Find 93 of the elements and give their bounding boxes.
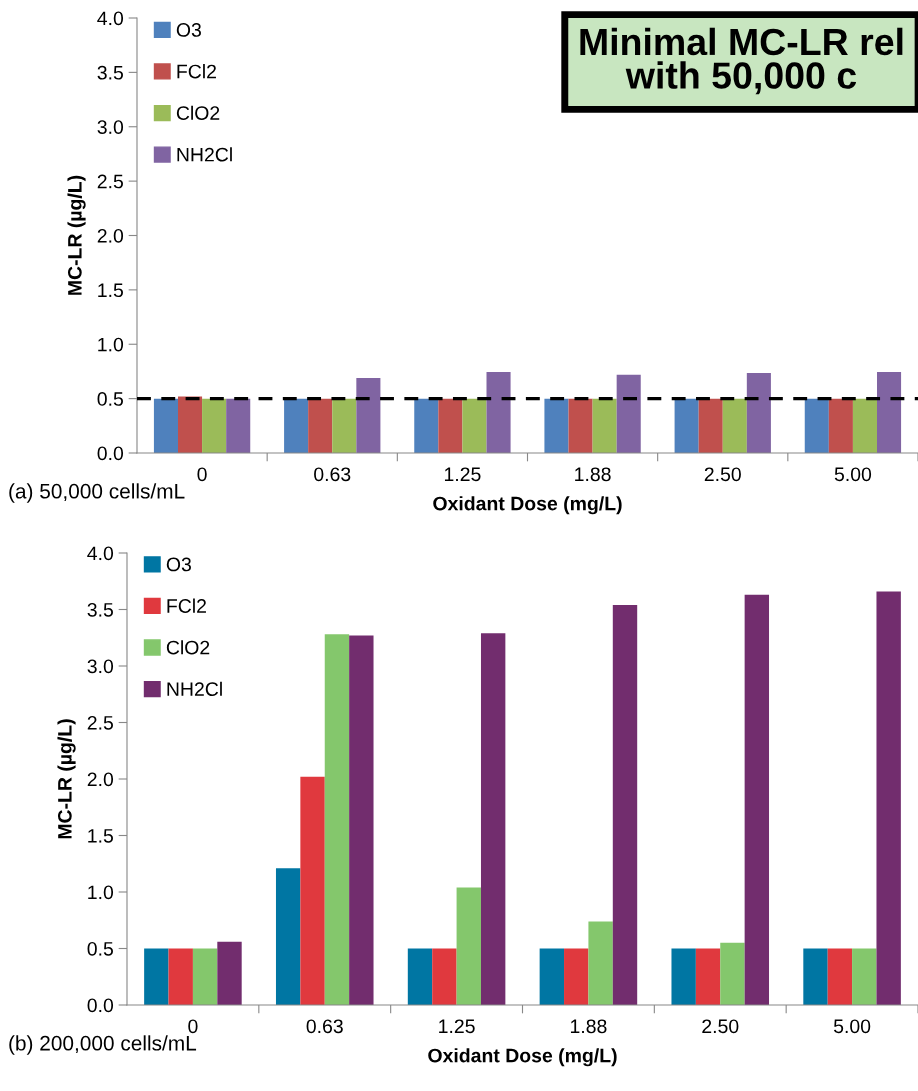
y-tick-label: 0.0 bbox=[97, 446, 124, 461]
y-tick-label: 3.0 bbox=[97, 120, 124, 134]
y-tick-label: 4.0 bbox=[97, 11, 124, 26]
bar bbox=[414, 398, 439, 453]
x-axis-title: Oxidant Dose (mg/L) bbox=[433, 496, 622, 515]
bar bbox=[308, 398, 333, 453]
y-tick-label: 1.0 bbox=[98, 337, 124, 352]
bar bbox=[192, 948, 218, 1005]
x-tick-label: 1.88 bbox=[570, 1019, 607, 1034]
bar bbox=[722, 398, 747, 453]
y-tick-label: 3.0 bbox=[87, 659, 114, 674]
bar bbox=[202, 398, 227, 453]
legend-label: O3 bbox=[166, 557, 191, 572]
text: Minimal MC-LR rel with 50,000 c bbox=[580, 27, 903, 95]
bar bbox=[744, 594, 770, 1005]
y-tick-label: 2.0 bbox=[87, 772, 114, 787]
bar bbox=[803, 948, 828, 1005]
bar bbox=[539, 948, 565, 1005]
bar bbox=[674, 398, 699, 453]
bar bbox=[568, 398, 593, 453]
x-tick-label: 0 bbox=[188, 1019, 198, 1034]
y-tick-label: 0.5 bbox=[87, 941, 113, 956]
y-tick-label: 3.5 bbox=[87, 602, 113, 617]
bar bbox=[349, 635, 374, 1005]
y-tick-label: 1.5 bbox=[88, 829, 113, 843]
y-tick-label: 0.0 bbox=[87, 998, 114, 1013]
bar bbox=[877, 371, 902, 453]
bar bbox=[616, 374, 641, 453]
legend-label: FCl2 bbox=[177, 64, 216, 79]
bar bbox=[698, 398, 723, 453]
x-axis-title: Oxidant Dose (mg/L) bbox=[428, 1048, 617, 1067]
bar bbox=[480, 633, 506, 1005]
bar bbox=[695, 948, 721, 1005]
bar bbox=[438, 398, 463, 453]
bar bbox=[407, 948, 433, 1005]
bar bbox=[827, 948, 853, 1005]
y-tick-label: 0.5 bbox=[97, 392, 123, 406]
bar bbox=[876, 591, 901, 1005]
bar bbox=[178, 396, 203, 453]
bar bbox=[828, 398, 853, 453]
bar bbox=[544, 398, 569, 453]
bar bbox=[324, 634, 350, 1005]
bar bbox=[275, 868, 301, 1005]
legend-label: NH2Cl bbox=[177, 147, 232, 162]
legend-label: ClO2 bbox=[166, 640, 210, 655]
y-tick-label: 1.5 bbox=[98, 283, 123, 298]
y-tick-label: 2.0 bbox=[97, 228, 124, 243]
bar bbox=[300, 776, 325, 1005]
bar bbox=[462, 398, 487, 453]
bar bbox=[332, 398, 357, 453]
x-tick-label: 1.25 bbox=[444, 467, 481, 482]
bar bbox=[852, 398, 877, 453]
legend-label: O3 bbox=[176, 23, 201, 37]
bar bbox=[671, 948, 696, 1005]
bar bbox=[284, 398, 309, 453]
y-tick-label: 1.0 bbox=[88, 885, 114, 900]
legend-label: FCl2 bbox=[167, 598, 206, 613]
x-tick-label: 2.50 bbox=[702, 1019, 739, 1034]
bar bbox=[456, 887, 481, 1005]
x-tick-label: 1.25 bbox=[439, 1019, 475, 1034]
x-tick-label: 0.63 bbox=[306, 1019, 343, 1034]
bar bbox=[432, 948, 457, 1005]
bar bbox=[804, 398, 829, 453]
bar bbox=[356, 377, 381, 453]
legend-label: ClO2 bbox=[176, 105, 220, 120]
x-tick-label: 1.88 bbox=[575, 467, 611, 482]
bar bbox=[226, 398, 251, 453]
bar bbox=[588, 921, 613, 1005]
bar bbox=[564, 948, 589, 1005]
text: (a) 50,000 cells/mL bbox=[9, 483, 185, 503]
x-tick-label: 2.50 bbox=[704, 467, 741, 482]
legend-label: NH2Cl bbox=[167, 681, 222, 697]
x-tick-label: 0.63 bbox=[314, 467, 351, 482]
bar bbox=[746, 373, 771, 453]
bar bbox=[153, 398, 178, 453]
bar bbox=[217, 941, 242, 1005]
text: (b) 200,000 cells/mL bbox=[9, 1035, 197, 1055]
y-axis-title: MC-LR (µg/L) bbox=[67, 175, 86, 295]
y-tick-label: 2.5 bbox=[87, 715, 113, 730]
x-tick-label: 0 bbox=[197, 467, 207, 482]
x-tick-label: 5.00 bbox=[834, 467, 872, 482]
y-axis-title: MC-LR (µg/L) bbox=[57, 719, 76, 839]
bar bbox=[592, 398, 617, 453]
bar bbox=[720, 942, 745, 1005]
y-tick-label: 2.5 bbox=[97, 174, 123, 189]
bar bbox=[612, 604, 638, 1005]
bar bbox=[144, 948, 169, 1005]
bar bbox=[486, 371, 511, 453]
y-tick-label: 4.0 bbox=[87, 546, 114, 561]
bar bbox=[852, 948, 877, 1005]
x-tick-label: 5.00 bbox=[833, 1019, 871, 1034]
bar bbox=[168, 948, 193, 1005]
y-tick-label: 3.5 bbox=[97, 65, 123, 80]
